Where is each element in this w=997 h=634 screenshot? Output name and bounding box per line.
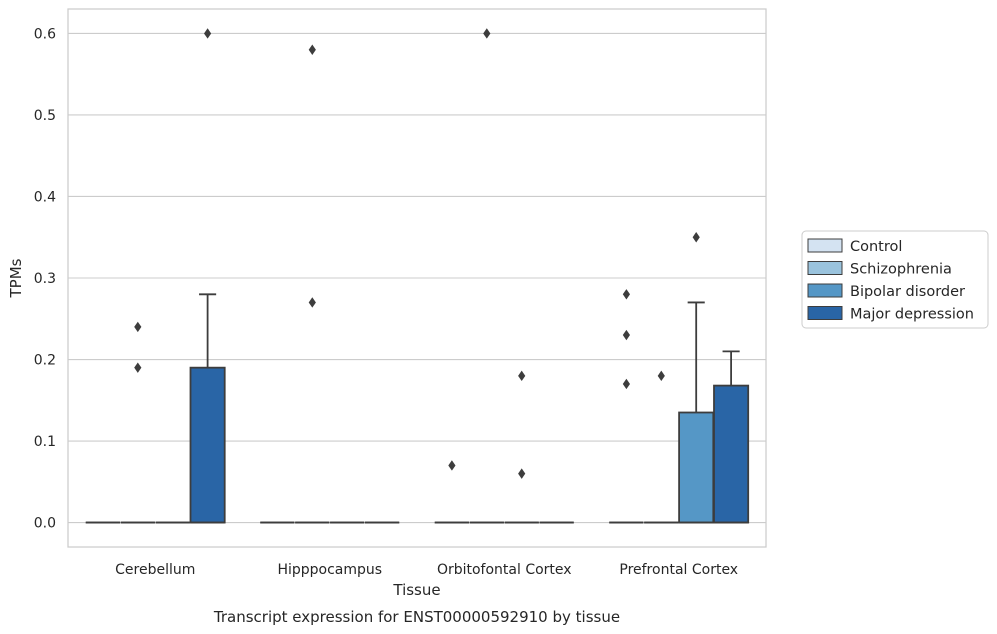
box-schizophrenia (469, 28, 504, 524)
outlier-point (622, 289, 630, 300)
outlier-point (518, 370, 526, 382)
outlier-point (308, 44, 316, 55)
box-control (434, 460, 470, 524)
outlier-point (204, 28, 212, 39)
box-iqr (678, 411, 715, 524)
outlier-point (518, 468, 526, 479)
box-schizophrenia (644, 370, 679, 524)
outlier-point (622, 378, 630, 390)
box-major-depression (189, 28, 226, 524)
legend-item: Major depression (807, 306, 974, 323)
chart-title: Transcript expression for ENST0000059291… (213, 608, 620, 626)
y-tick-label: 0.4 (34, 189, 56, 205)
y-axis-label: TPMs (7, 258, 25, 298)
legend-item: Schizophrenia (807, 261, 952, 278)
outlier-point (692, 232, 700, 243)
x-tick-label: Orbitofontal Cortex (437, 562, 572, 578)
y-tick-label: 0.2 (34, 353, 56, 369)
x-tick-label: Prefrontal Cortex (619, 562, 738, 578)
legend-label: Bipolar disorder (850, 284, 965, 300)
legend-swatch (807, 283, 843, 298)
x-axis-label: Tissue (392, 581, 440, 599)
legend: Control Schizophrenia Bipolar disorder Majo… (801, 230, 989, 329)
legend-item: Bipolar disorder (807, 283, 965, 300)
legend-label: Schizophrenia (850, 262, 952, 278)
box-control (609, 289, 644, 524)
y-tick-label: 0.6 (34, 26, 56, 42)
box-schizophrenia (120, 321, 155, 524)
box-iqr (713, 384, 750, 524)
legend-label: Control (850, 239, 902, 255)
box-schizophrenia (295, 44, 330, 524)
legend-item: Control (807, 238, 902, 255)
outlier-point (134, 362, 142, 373)
outlier-point (483, 28, 491, 39)
outlier-point (134, 321, 142, 333)
outlier-point (657, 370, 665, 382)
outlier-point (308, 297, 316, 308)
y-tick-label: 0.5 (34, 108, 56, 124)
x-tick-label: Cerebellum (115, 562, 195, 578)
x-tick-labels: Cerebellum Hipppocampus Orbitofontal Corte… (115, 562, 738, 578)
y-tick-labels: 0.0 0.1 0.2 0.3 0.4 0.5 0.6 (34, 26, 56, 531)
legend-label: Major depression (850, 307, 974, 323)
x-tick-label: Hipppocampus (277, 562, 382, 578)
plot-frame (67, 8, 767, 548)
outlier-point (622, 329, 630, 341)
y-tick-label: 0.0 (34, 516, 56, 532)
legend-swatch (807, 306, 843, 320)
grid-lines (68, 32, 766, 524)
box-bipolar-disorder (678, 232, 715, 524)
outlier-point (448, 460, 456, 471)
legend-frame (801, 230, 989, 329)
box-major-depression (713, 350, 750, 524)
y-tick-label: 0.3 (34, 271, 56, 287)
box-bipolar-disorder (504, 370, 539, 524)
box-plots (85, 28, 750, 524)
legend-swatch (807, 238, 843, 253)
box-iqr (189, 366, 226, 524)
y-tick-label: 0.1 (34, 434, 56, 450)
legend-swatch (807, 261, 843, 275)
